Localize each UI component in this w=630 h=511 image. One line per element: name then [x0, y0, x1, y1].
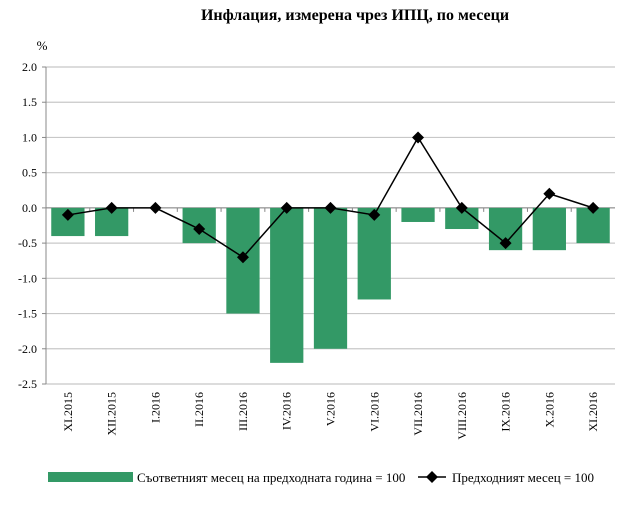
- chart-title: Инфлация, измерена чрез ИПЦ, по месеци: [201, 7, 509, 24]
- y-tick-label: -2.5: [18, 377, 37, 391]
- y-tick-label: 0.0: [22, 201, 37, 215]
- line-point-diamond: [499, 237, 512, 250]
- line-point-diamond: [412, 131, 425, 144]
- y-tick-label: 1.0: [22, 130, 37, 144]
- legend-bar-label: Съответният месец на предходната година …: [137, 470, 405, 485]
- x-tick-label: I.2016: [148, 392, 162, 423]
- x-tick-label: IX.2016: [499, 392, 513, 432]
- x-tick-label: XI.2016: [586, 392, 600, 432]
- bar-series: [51, 207, 610, 363]
- y-axis-label: %: [37, 38, 48, 53]
- legend-bar-swatch: [48, 472, 133, 482]
- y-tick-label: 2.0: [22, 60, 37, 74]
- x-tick-label: III.2016: [236, 392, 250, 431]
- x-tick-label: VI.2016: [367, 392, 381, 432]
- y-tick-label: 1.5: [22, 95, 37, 109]
- x-tick-label: X.2016: [542, 392, 556, 428]
- line-point-diamond: [280, 201, 293, 214]
- y-tick-label: -1.5: [18, 307, 37, 321]
- bar: [357, 207, 391, 300]
- y-tick-label: -0.5: [18, 236, 37, 250]
- x-axis-labels: XI.2015 XII.2015 I.2016 II.2016 III.2016 IV.2…: [61, 392, 600, 440]
- line-point-diamond: [61, 208, 74, 221]
- bar: [313, 207, 348, 349]
- line-point-diamond: [543, 187, 556, 200]
- y-tick-label: -2.0: [18, 342, 37, 356]
- line-point-diamond: [368, 208, 381, 221]
- line-point-diamond: [193, 223, 206, 236]
- x-tick-label: VIII.2016: [455, 392, 469, 440]
- y-axis-ticks: 2.0 1.5 1.0 0.5 0.0 -0.5 -1.0 -1.5 -2.0 -2.5: [18, 60, 37, 391]
- line-point-diamond: [324, 201, 337, 214]
- y-tick-label: -1.0: [18, 271, 37, 285]
- x-tick-label: IV.2016: [280, 392, 294, 430]
- line-point-diamond: [236, 251, 249, 264]
- bar: [401, 207, 435, 222]
- legend-diamond-icon: [426, 471, 438, 483]
- legend: Съответният месец на предходната година …: [48, 470, 594, 485]
- x-tick-label: VII.2016: [411, 392, 425, 436]
- x-tick-label: II.2016: [192, 392, 206, 427]
- bar: [532, 207, 566, 251]
- legend-line-label: Предходният месец = 100: [452, 470, 594, 485]
- line-point-diamond: [455, 201, 468, 214]
- x-tick-label: XI.2015: [61, 392, 75, 432]
- bar: [270, 207, 304, 363]
- x-tick-label: V.2016: [324, 392, 338, 426]
- line-point-diamond: [105, 201, 118, 214]
- line-point-diamond: [587, 201, 600, 214]
- line-point-diamond: [149, 201, 162, 214]
- bar: [445, 207, 479, 230]
- line-series: [61, 131, 600, 264]
- y-tick-label: 0.5: [22, 166, 37, 180]
- x-tick-label: XII.2015: [105, 392, 119, 436]
